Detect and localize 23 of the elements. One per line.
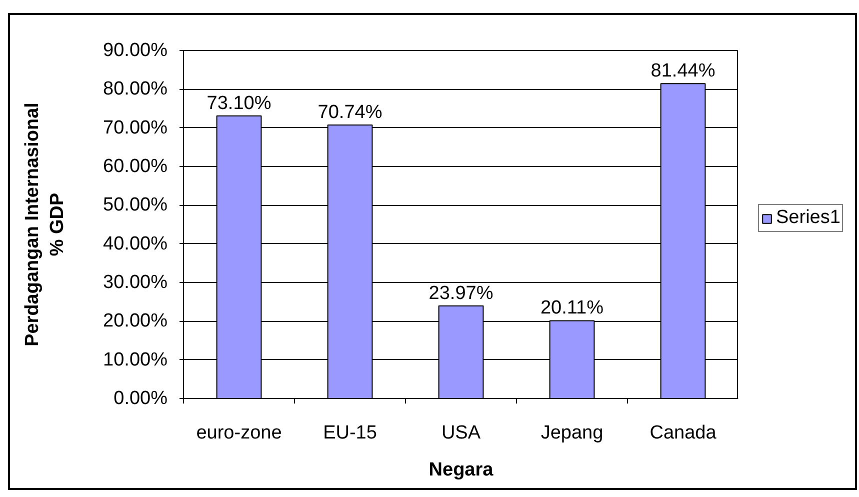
y-tick-label: 40.00% bbox=[103, 233, 168, 254]
x-tick-label: EU-15 bbox=[323, 422, 377, 444]
y-tick-label: 20.00% bbox=[103, 310, 168, 332]
x-tick-label: USA bbox=[441, 422, 481, 444]
x-tick-label: euro-zone bbox=[196, 422, 282, 444]
y-tick-label: 50.00% bbox=[103, 194, 168, 216]
y-tick-label: 30.00% bbox=[103, 272, 168, 293]
legend-label: Series1 bbox=[776, 207, 840, 229]
y-tick-label: 80.00% bbox=[103, 78, 168, 100]
y-tick-label: 0.00% bbox=[114, 388, 168, 409]
data-label: 70.74% bbox=[318, 102, 382, 123]
data-label: 81.44% bbox=[650, 60, 716, 82]
x-axis-title: Negara bbox=[428, 460, 494, 480]
data-label: 20.11% bbox=[540, 298, 604, 319]
y-tick-label: 10.00% bbox=[103, 349, 168, 370]
y-axis-title: Perdagangan Internasional % GDP bbox=[22, 102, 68, 346]
x-tick-label: Canada bbox=[650, 422, 717, 444]
y-tick-label: 60.00% bbox=[103, 156, 168, 177]
x-tick-label: Jepang bbox=[540, 422, 604, 444]
data-label: 23.97% bbox=[428, 282, 494, 304]
data-label: 73.10% bbox=[206, 92, 272, 114]
y-tick-label: 70.00% bbox=[103, 117, 168, 138]
y-tick-label: 90.00% bbox=[103, 40, 168, 61]
